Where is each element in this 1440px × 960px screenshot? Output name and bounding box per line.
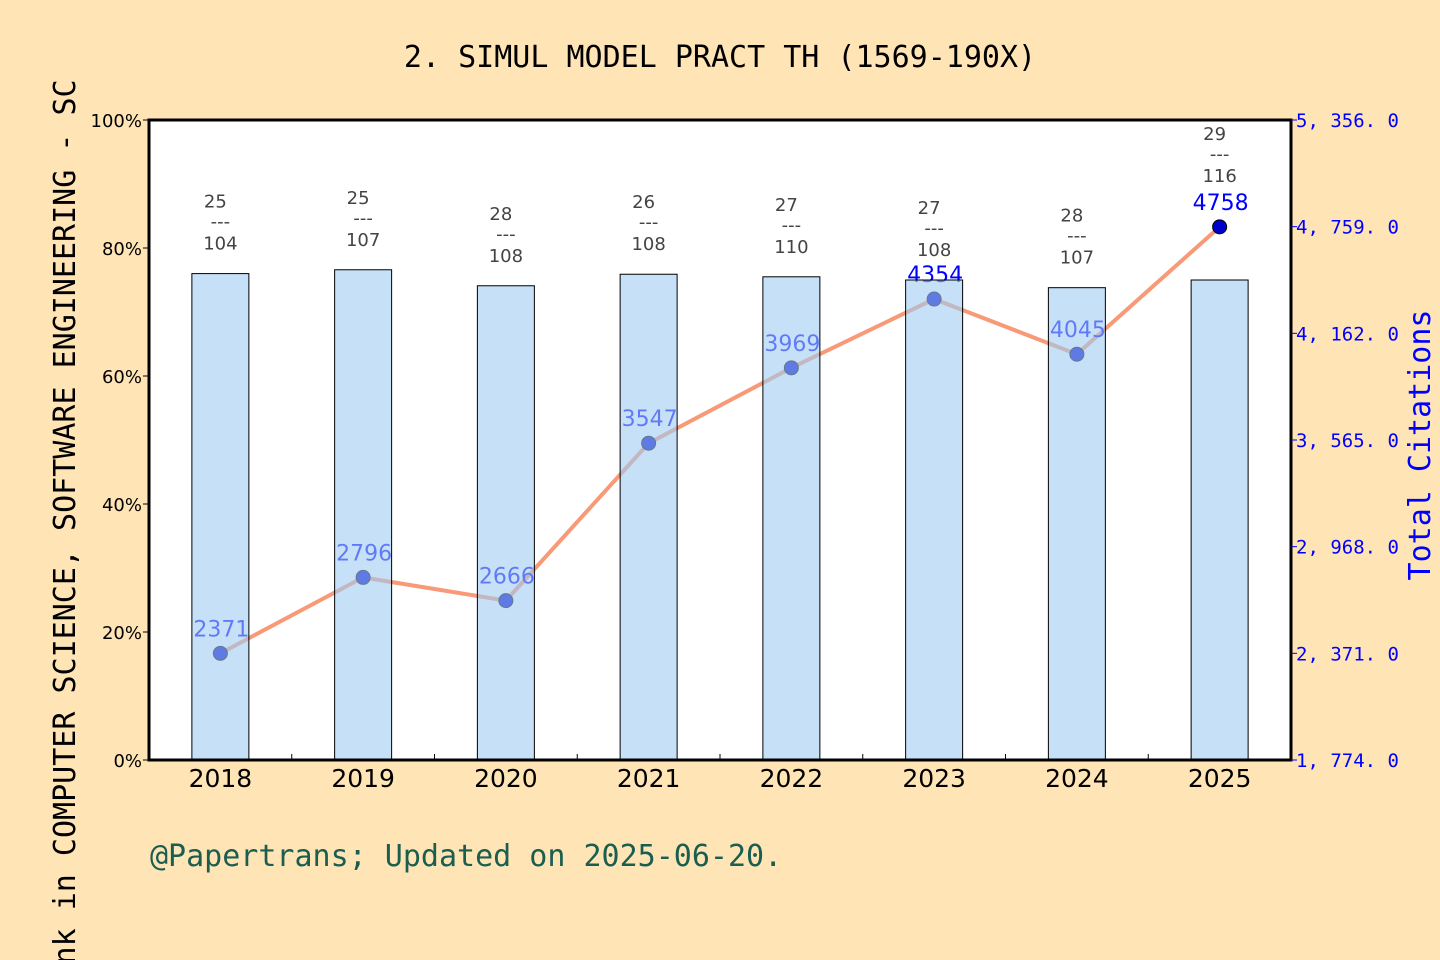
rank-divider: --- (496, 224, 516, 245)
rank-divider: --- (639, 212, 659, 233)
total-label: 116 (1202, 166, 1236, 187)
y2-tick-label: 1, 774. 0 (1296, 750, 1399, 772)
y2-tick-label: 5, 356. 0 (1296, 110, 1399, 132)
y-tick-label: 80% (102, 239, 142, 260)
x-tick-label: 2021 (617, 764, 681, 793)
bar (905, 279, 964, 761)
rank-label: 27 (775, 195, 798, 216)
rank-divider: --- (353, 208, 373, 229)
citation-point (1212, 219, 1228, 235)
total-label: 104 (203, 234, 237, 255)
bar (619, 273, 678, 761)
chart-title: 2. SIMUL MODEL PRACT TH (1569-190X) (404, 40, 1036, 75)
plot-area (149, 120, 1291, 760)
rank-divider: --- (1067, 226, 1087, 247)
rank-label: 29 (1203, 124, 1226, 145)
x-tick-label: 2023 (902, 764, 966, 793)
rank-label: 28 (489, 204, 512, 225)
x-tick-label: 2018 (189, 764, 253, 793)
y-tick-label: 0% (113, 751, 142, 772)
rank-divider: --- (1210, 144, 1230, 165)
y-tick-label: 100% (91, 111, 142, 132)
footer-text: @Papertrans; Updated on 2025-06-20. (150, 839, 782, 874)
rank-divider: --- (782, 215, 802, 236)
y2-tick-label: 4, 162. 0 (1296, 323, 1399, 345)
bar (762, 276, 821, 761)
rank-label: 25 (347, 188, 370, 209)
total-label: 108 (631, 234, 665, 255)
bar (1047, 287, 1106, 761)
rank-divider: --- (211, 212, 231, 233)
y-tick-label: 60% (102, 367, 142, 388)
total-label: 108 (917, 240, 951, 261)
citation-label: 4758 (1193, 191, 1249, 216)
y2-axis-label: Total Citations (1403, 310, 1438, 581)
total-label: 107 (346, 230, 380, 251)
y2-tick-label: 2, 371. 0 (1296, 643, 1399, 665)
y2-tick-label: 3, 565. 0 (1296, 430, 1399, 452)
y2-tick-label: 4, 759. 0 (1296, 217, 1399, 239)
x-tick-label: 2020 (474, 764, 538, 793)
rank-label: 27 (918, 198, 941, 219)
bar (476, 285, 535, 761)
y-tick-label: 20% (102, 623, 142, 644)
rank-label: 28 (1060, 206, 1083, 227)
y2-tick-label: 2, 968. 0 (1296, 537, 1399, 559)
total-label: 108 (489, 246, 523, 267)
bar (1190, 279, 1249, 761)
total-label: 110 (774, 237, 808, 258)
x-tick-label: 2022 (760, 764, 824, 793)
bar (191, 273, 250, 761)
y-axis-label: Rank in COMPUTER SCIENCE, SOFTWARE ENGIN… (48, 79, 83, 960)
x-tick-label: 2024 (1045, 764, 1109, 793)
total-label: 107 (1060, 248, 1094, 269)
x-tick-label: 2019 (331, 764, 395, 793)
bar (334, 269, 393, 761)
rank-label: 26 (632, 192, 655, 213)
y-tick-label: 40% (102, 495, 142, 516)
rank-divider: --- (924, 218, 944, 239)
x-tick-label: 2025 (1188, 764, 1252, 793)
rank-label: 25 (204, 192, 227, 213)
